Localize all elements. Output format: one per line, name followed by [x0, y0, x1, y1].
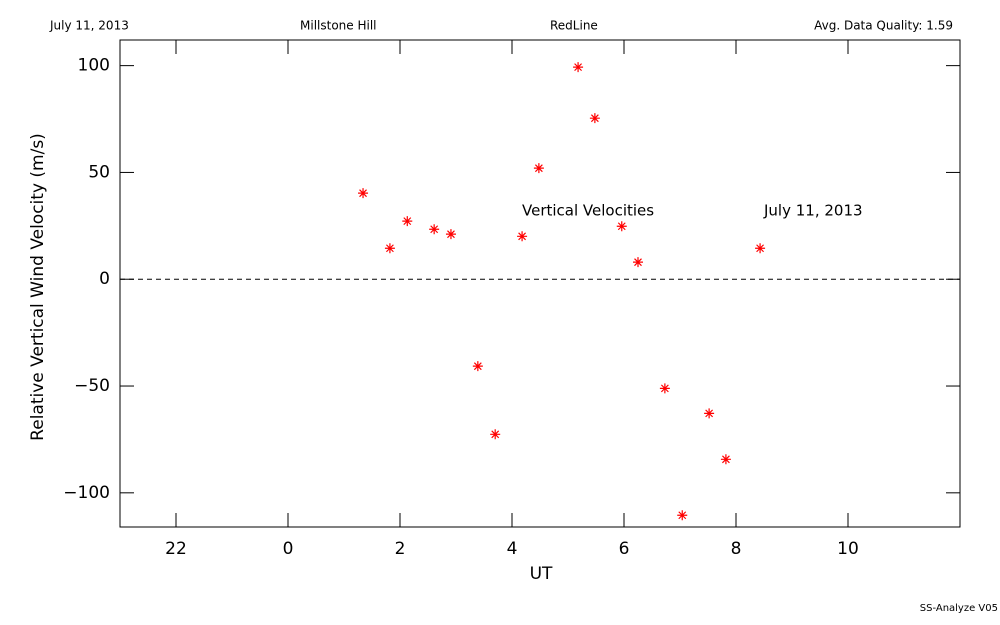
y-tick-label: −50: [74, 376, 110, 396]
point: [384, 243, 395, 254]
annotation: Vertical Velocities: [522, 202, 654, 220]
point: [677, 510, 688, 521]
point: [720, 454, 731, 465]
point: [755, 243, 766, 254]
x-tick-label: 4: [507, 539, 518, 559]
point: [490, 429, 501, 440]
point: [659, 383, 670, 394]
point: [573, 62, 584, 73]
y-tick-label: 100: [78, 56, 110, 76]
point: [358, 188, 369, 199]
point: [445, 229, 456, 240]
point: [704, 408, 715, 419]
x-tick-label: 2: [395, 539, 406, 559]
point: [533, 163, 544, 174]
y-tick-label: 50: [88, 162, 110, 182]
annotation: July 11, 2013: [763, 202, 863, 220]
x-tick-label: 8: [731, 539, 742, 559]
x-axis-label: UT: [530, 564, 553, 584]
point: [472, 361, 483, 372]
y-tick-label: 0: [99, 269, 110, 289]
plot-frame: [119, 39, 961, 528]
y-tick-label: −100: [63, 483, 110, 503]
point: [517, 231, 528, 242]
footer: SS-Analyze V05: [920, 603, 998, 614]
point: [616, 221, 627, 232]
header-date: July 11, 2013: [49, 19, 129, 33]
point: [589, 113, 600, 124]
x-tick-label: 10: [837, 539, 859, 559]
header-site: Millstone Hill: [300, 19, 376, 33]
x-tick-label: 22: [165, 539, 187, 559]
header-quality: Avg. Data Quality: 1.59: [814, 19, 953, 33]
point: [402, 216, 413, 227]
x-tick-label: 0: [283, 539, 294, 559]
point: [633, 257, 643, 268]
y-axis-label: Relative Vertical Wind Velocity (m/s): [28, 133, 48, 441]
point: [429, 224, 440, 235]
header-line: RedLine: [550, 19, 598, 33]
x-tick-label: 6: [619, 539, 630, 559]
